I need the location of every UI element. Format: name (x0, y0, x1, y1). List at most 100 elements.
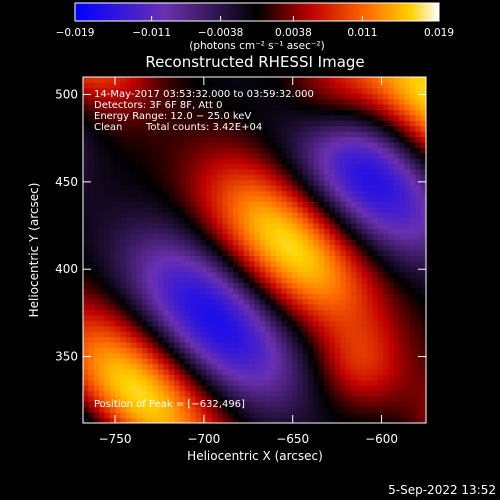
heatmap-cell (297, 168, 304, 175)
heatmap-cell (308, 320, 315, 327)
heatmap-cell (200, 217, 207, 224)
heatmap-cell (345, 77, 352, 84)
heatmap-cell (420, 390, 426, 397)
heatmap-cell (367, 325, 374, 332)
heatmap-cell (367, 352, 374, 359)
heatmap-cell (409, 401, 416, 408)
heatmap-cell (324, 341, 331, 348)
heatmap-cell (249, 395, 256, 402)
heatmap-cell (233, 304, 240, 311)
heatmap-cell (249, 168, 256, 175)
heatmap-cell (292, 406, 298, 413)
heatmap-cell (259, 185, 266, 192)
heatmap-cell (131, 298, 138, 305)
heatmap-cell (206, 336, 213, 343)
heatmap-cell (286, 244, 293, 251)
heatmap-cell (345, 206, 352, 213)
heatmap-cell (179, 250, 186, 257)
heatmap-cell (324, 125, 331, 132)
heatmap-cell (361, 358, 368, 365)
heatmap-cell (367, 195, 374, 202)
heatmap-cell (120, 109, 127, 116)
heatmap-cell (174, 136, 181, 143)
heatmap-cell (345, 309, 352, 316)
heatmap-cell (409, 255, 416, 262)
heatmap-cell (404, 136, 411, 143)
heatmap-cell (147, 125, 154, 132)
heatmap-cell (265, 93, 272, 100)
heatmap-cell (190, 314, 197, 321)
heatmap-cell (195, 244, 202, 251)
heatmap-cell (200, 293, 207, 300)
heatmap-cell (163, 195, 170, 202)
heatmap-cell (238, 87, 245, 94)
heatmap-cell (131, 201, 138, 208)
heatmap-cell (340, 131, 347, 138)
heatmap-cell (399, 77, 406, 84)
heatmap-cell (184, 98, 191, 105)
heatmap-cell (292, 374, 298, 381)
heatmap-cell (270, 277, 277, 284)
heatmap-cell (350, 125, 357, 132)
heatmap-cell (356, 222, 363, 229)
heatmap-cell (270, 341, 277, 348)
heatmap-cell (174, 147, 181, 154)
heatmap-cell (404, 347, 411, 354)
heatmap-cell (179, 185, 186, 192)
x-tick-label: −600 (365, 432, 398, 446)
heatmap-cell (409, 304, 416, 311)
heatmap-cell (383, 260, 390, 267)
heatmap-cell (88, 390, 95, 397)
heatmap-cell (227, 298, 234, 305)
heatmap-cell (270, 314, 277, 321)
heatmap-cell (281, 304, 288, 311)
heatmap-cell (99, 390, 106, 397)
heatmap-cell (115, 158, 122, 165)
heatmap-cell (120, 260, 127, 267)
heatmap-cell (179, 331, 186, 338)
heatmap-cell (275, 87, 282, 94)
heatmap-cell (200, 120, 207, 127)
heatmap-cell (286, 374, 293, 381)
heatmap-cell (399, 341, 406, 348)
heatmap-cell (216, 336, 223, 343)
heatmap-cell (372, 98, 379, 105)
heatmap-cell (174, 212, 181, 219)
heatmap-cell (281, 282, 288, 289)
heatmap-cell (420, 179, 426, 186)
heatmap-cell (206, 147, 213, 154)
heatmap-cell (409, 87, 416, 94)
heatmap-cell (179, 260, 186, 267)
heatmap-cell (254, 374, 261, 381)
heatmap-cell (249, 228, 256, 235)
heatmap-cell (340, 298, 347, 305)
heatmap-cell (190, 390, 197, 397)
heatmap-cell (158, 282, 164, 289)
heatmap-cell (409, 271, 416, 278)
heatmap-cell (222, 390, 229, 397)
heatmap-cell (340, 385, 347, 392)
heatmap-cell (195, 314, 202, 321)
heatmap-cell (93, 217, 100, 224)
heatmap-cell (190, 217, 197, 224)
heatmap-cell (334, 385, 341, 392)
heatmap-cell (206, 125, 213, 132)
heatmap-cell (131, 255, 138, 262)
heatmap-cell (404, 125, 411, 132)
heatmap-cell (420, 228, 426, 235)
heatmap-cell (211, 395, 218, 402)
heatmap-cell (227, 125, 234, 132)
heatmap-cell (109, 255, 116, 262)
heatmap-cell (83, 228, 89, 235)
heatmap-cell (372, 168, 379, 175)
heatmap-cell (174, 228, 181, 235)
heatmap-cell (340, 244, 347, 251)
heatmap-cell (399, 320, 406, 327)
heatmap-cell (265, 385, 272, 392)
heatmap-cell (302, 352, 309, 359)
heatmap-cell (393, 401, 400, 408)
heatmap-cell (259, 222, 266, 229)
heatmap-cell (88, 77, 95, 84)
heatmap-cell (158, 147, 164, 154)
heatmap-cell (361, 185, 368, 192)
